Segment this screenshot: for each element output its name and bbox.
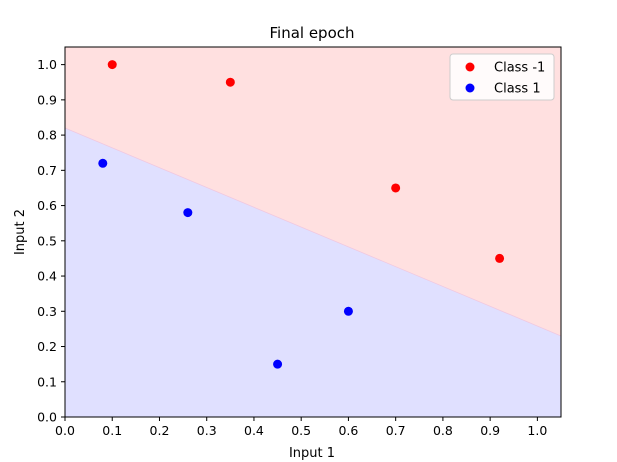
y-tick-label: 1.0 bbox=[37, 57, 57, 72]
x-tick-label: 0.7 bbox=[386, 423, 406, 438]
y-tick-label: 0.7 bbox=[37, 163, 57, 178]
y-tick-label: 0.5 bbox=[37, 233, 57, 248]
x-tick-label: 0.4 bbox=[244, 423, 264, 438]
y-tick-label: 0.4 bbox=[37, 269, 57, 284]
legend-marker bbox=[465, 62, 475, 72]
x-tick-label: 0.0 bbox=[55, 423, 75, 438]
x-tick-label: 0.2 bbox=[150, 423, 170, 438]
x-axis-label: Input 1 bbox=[289, 446, 335, 461]
y-tick-label: 0.9 bbox=[37, 92, 57, 107]
x-tick-label: 0.9 bbox=[480, 423, 500, 438]
data-point bbox=[183, 208, 193, 218]
legend-box bbox=[449, 53, 555, 101]
y-tick-label: 0.1 bbox=[37, 374, 57, 389]
data-point bbox=[225, 77, 235, 87]
legend-label: Class 1 bbox=[494, 82, 541, 97]
legend: Class -1 Class 1 bbox=[449, 53, 555, 101]
decision-region bbox=[65, 47, 561, 336]
x-tick-label: 0.1 bbox=[102, 423, 122, 438]
y-tick-label: 0.6 bbox=[37, 198, 57, 213]
x-tick-label: 0.8 bbox=[433, 423, 453, 438]
y-tick-label: 0.8 bbox=[37, 128, 57, 143]
data-point bbox=[107, 60, 117, 70]
data-point bbox=[273, 359, 283, 369]
y-tick-label: 0.0 bbox=[37, 410, 57, 425]
decision-boundary bbox=[64, 127, 562, 337]
decision-region bbox=[65, 128, 561, 418]
axes-frame bbox=[64, 46, 562, 418]
data-point bbox=[343, 306, 353, 316]
y-tick-label: 0.3 bbox=[37, 304, 57, 319]
y-tick-label: 0.2 bbox=[37, 339, 57, 354]
x-tick-label: 1.0 bbox=[527, 423, 547, 438]
data-point bbox=[495, 253, 505, 263]
legend-marker bbox=[465, 83, 475, 93]
x-tick-label: 0.3 bbox=[197, 423, 217, 438]
chart-title: Final epoch bbox=[269, 24, 354, 42]
plot-area: 0.0 0.1 0.2 0.3 0.4 0.5 0.6 0.7 0.8 0.9 1.0 0.0 0.1 0… bbox=[37, 46, 562, 438]
legend-label: Class -1 bbox=[494, 61, 545, 76]
data-point bbox=[98, 158, 108, 168]
y-axis-label: Input 2 bbox=[13, 209, 28, 255]
x-tick-label: 0.5 bbox=[291, 423, 311, 438]
x-tick-label: 0.6 bbox=[338, 423, 358, 438]
data-point bbox=[391, 183, 401, 193]
